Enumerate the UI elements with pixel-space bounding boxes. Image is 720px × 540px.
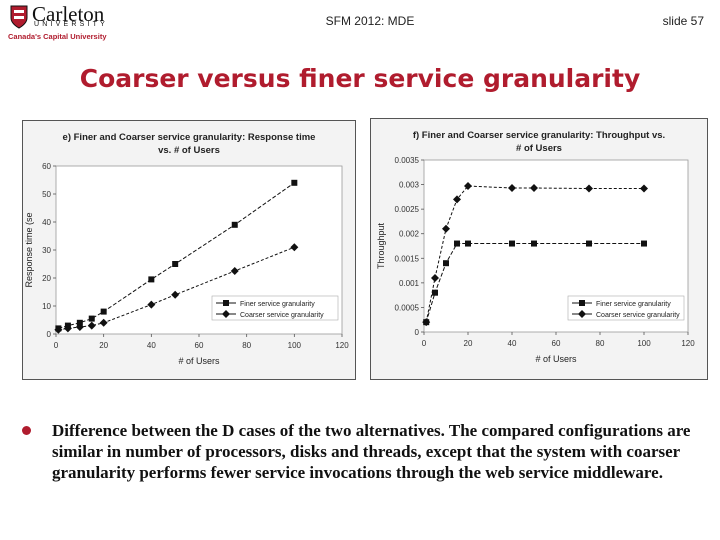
logo-name: Carleton [32, 2, 105, 26]
data-point-coarser [290, 243, 299, 252]
series-line-finer [425, 243, 644, 323]
data-point-coarser [75, 323, 84, 331]
x-tick-label: 40 [147, 341, 156, 350]
data-point-finer [231, 221, 238, 228]
y-tick-label: 60 [42, 162, 51, 171]
y-tick-label: 40 [42, 218, 51, 227]
y-tick-label: 0.0025 [395, 205, 420, 214]
legend-label: Finer service granularity [240, 301, 315, 308]
x-tick-label: 80 [596, 339, 605, 348]
chart-panel-throughput: f) Finer and Coarser service granularity… [370, 118, 708, 380]
data-point-finer [641, 240, 647, 247]
data-point-coarser [530, 184, 538, 193]
y-tick-label: 0 [415, 328, 420, 337]
data-point-finer [100, 308, 107, 315]
data-point-finer [88, 315, 95, 322]
data-point-coarser [63, 324, 72, 333]
legend-label: Coarser service granularity [596, 312, 680, 319]
data-point-coarser [422, 318, 431, 327]
y-tick-label: 0.002 [399, 230, 420, 239]
y-tick-label: 10 [42, 302, 51, 311]
chart-title-line1: e) Finer and Coarser service granularity… [63, 132, 316, 143]
logo-tagline: Canada's Capital University [8, 32, 107, 41]
data-point-finer [509, 240, 515, 247]
data-point-coarser [99, 318, 108, 327]
chart-title-line2: # of Users [516, 143, 562, 154]
data-point-finer [586, 240, 592, 247]
chart-legend: Finer service granularity Coarser service… [567, 295, 685, 321]
chart-title-line1: f) Finer and Coarser service granularity… [413, 130, 665, 141]
data-point-finer [148, 276, 155, 283]
x-tick-label: 120 [681, 339, 695, 348]
data-point-finer [172, 261, 179, 267]
y-tick-label: 0.003 [399, 181, 420, 190]
data-point-coarser [464, 182, 472, 191]
legend-box [211, 295, 339, 321]
series-line-coarser [425, 185, 644, 323]
legend-marker [579, 300, 585, 306]
logo-university: UNIVERSITY [34, 21, 109, 28]
data-point-coarser [508, 184, 516, 193]
x-tick-label: 0 [422, 339, 427, 348]
throughput-chart: f) Finer and Coarser service granularity… [370, 118, 708, 380]
x-tick-label: 100 [288, 341, 302, 350]
data-point-finer [76, 319, 83, 326]
slide-title: Coarser versus finer service granularity [79, 64, 641, 93]
data-point-coarser [585, 184, 593, 193]
slide-number: slide 57 [662, 14, 704, 28]
x-tick-label: 40 [508, 339, 517, 348]
legend-marker [578, 310, 586, 318]
legend-label: Finer service granularity [596, 301, 671, 308]
x-tick-label: 20 [464, 339, 473, 348]
data-point-coarser [230, 267, 239, 275]
response-time-chart: e) Finer and Coarser service granularity… [22, 120, 356, 380]
legend-box [567, 295, 685, 321]
y-tick-label: 50 [42, 190, 51, 199]
x-tick-label: 20 [99, 341, 108, 350]
chart-panel-response-time: e) Finer and Coarser service granularity… [22, 120, 356, 380]
x-tick-label: 80 [242, 341, 251, 350]
y-tick-label: 20 [42, 274, 51, 283]
x-tick-label: 0 [54, 341, 59, 350]
data-point-finer [432, 289, 438, 296]
x-tick-label: 120 [335, 341, 349, 350]
y-axis-label: Throughput [376, 222, 386, 269]
y-axis-label: Response time (se [24, 212, 34, 287]
y-tick-label: 0.0005 [395, 303, 420, 312]
data-point-finer [465, 240, 471, 247]
legend-marker [223, 300, 229, 306]
x-axis-label: # of Users [535, 354, 577, 364]
bullet-text: Difference between the D cases of the tw… [52, 421, 691, 482]
x-tick-label: 100 [637, 339, 651, 348]
bullet-marker [22, 426, 31, 435]
chart-title-line2: vs. # of Users [158, 145, 220, 156]
legend-label: Coarser service granularity [240, 312, 324, 319]
university-logo: Carleton UNIVERSITY Canada's Capital Uni… [6, 2, 126, 42]
legend-marker [222, 310, 230, 318]
data-point-coarser [453, 195, 461, 204]
x-tick-label: 60 [552, 339, 561, 348]
data-point-coarser [87, 321, 96, 330]
chart-legend: Finer service granularity Coarser service… [211, 295, 339, 321]
slide-header: Carleton UNIVERSITY Canada's Capital Uni… [0, 0, 720, 44]
y-tick-label: 0.0015 [395, 254, 420, 263]
data-point-finer [531, 240, 537, 247]
course-name: SFM 2012: MDE [325, 14, 415, 28]
y-tick-label: 30 [42, 246, 51, 255]
y-tick-label: 0 [47, 330, 52, 339]
data-point-coarser [431, 273, 439, 282]
data-point-coarser [54, 325, 63, 334]
data-point-coarser [171, 290, 180, 299]
x-axis-label: # of Users [178, 356, 220, 366]
data-point-finer [454, 240, 460, 247]
y-tick-label: 0.0035 [395, 156, 420, 165]
y-tick-label: 0.001 [399, 279, 420, 288]
x-tick-label: 60 [195, 341, 204, 350]
data-point-coarser [640, 184, 648, 193]
data-point-finer [291, 179, 298, 186]
data-point-coarser [442, 224, 450, 233]
data-point-finer [443, 260, 449, 267]
data-point-coarser [147, 300, 156, 309]
shield-icon [10, 5, 28, 29]
